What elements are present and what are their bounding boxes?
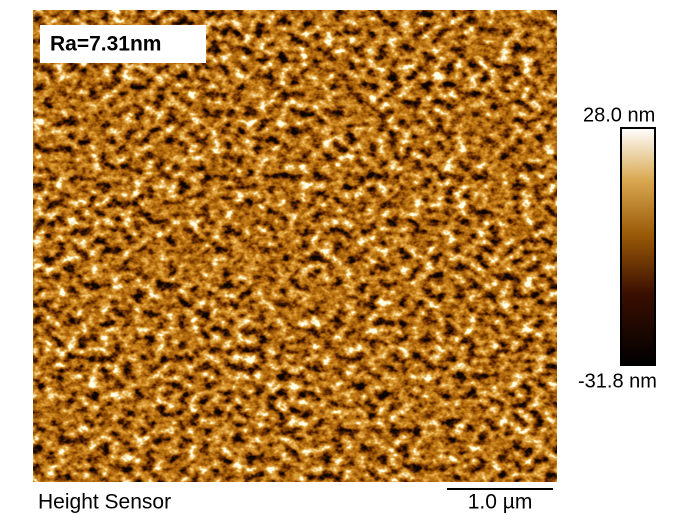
scale-bar-label: 1.0 µm xyxy=(468,491,533,514)
afm-figure: Ra=7.31nm 28.0 nm -31.8 nm Height Sensor… xyxy=(0,0,697,516)
scale-max-label: 28.0 nm xyxy=(583,104,655,126)
channel-label: Height Sensor xyxy=(38,491,171,514)
afm-image xyxy=(33,10,557,482)
color-bar xyxy=(621,128,655,365)
roughness-label: Ra=7.31nm xyxy=(50,33,161,56)
scale-min-label: -31.8 nm xyxy=(578,370,657,392)
